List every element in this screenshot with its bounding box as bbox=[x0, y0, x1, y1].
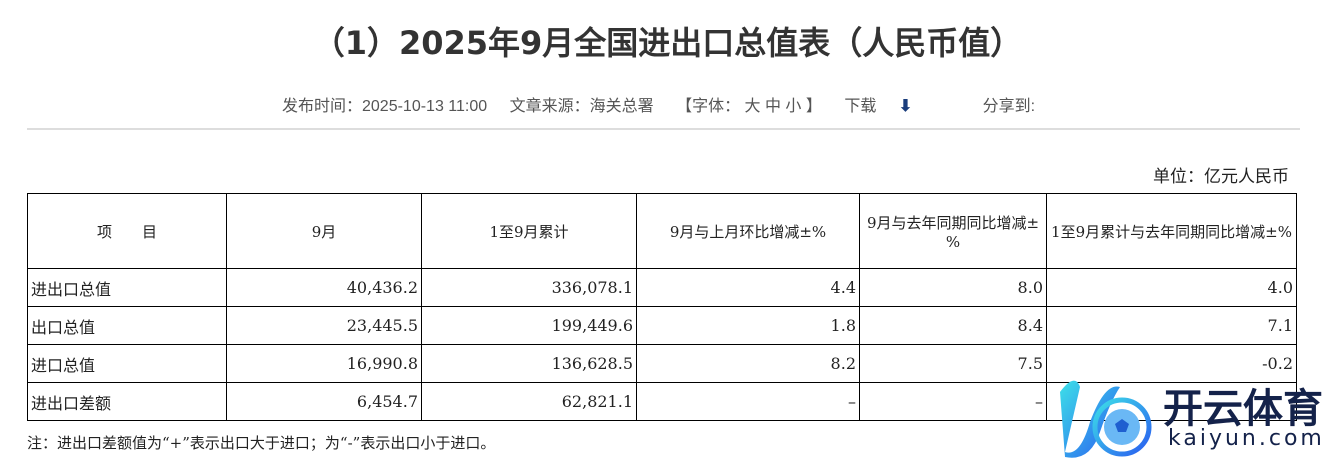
header-cell: 9月 bbox=[226, 193, 422, 269]
table-header: 项 目 9月 1至9月累计 9月与上月环比增减±% 9月与去年同期同比增减±% … bbox=[27, 193, 1297, 269]
download-link[interactable]: 下载 ⬇ bbox=[844, 98, 913, 115]
header-cell: 1至9月累计 bbox=[421, 193, 637, 269]
download-icon: ⬇ bbox=[898, 98, 913, 115]
cell: – bbox=[636, 382, 860, 421]
trade-table: 项 目 9月 1至9月累计 9月与上月环比增减±% 9月与去年同期同比增减±% … bbox=[27, 193, 1297, 421]
header-cell: 项 目 bbox=[27, 193, 227, 269]
unit-label: 单位：亿元人民币 bbox=[1153, 167, 1289, 187]
logo-text-cn: 开云体育 bbox=[1163, 386, 1323, 432]
cell: 8.4 bbox=[859, 306, 1047, 345]
table-row: 进出口总值 40,436.2 336,078.1 4.4 8.0 4.0 bbox=[27, 268, 1297, 307]
font-size-selector[interactable]: 【字体： 大 中 小 】 bbox=[676, 98, 822, 115]
divider bbox=[27, 128, 1300, 130]
cell: 出口总值 bbox=[27, 306, 227, 345]
header-cell: 1至9月累计与去年同期同比增减±% bbox=[1046, 193, 1297, 269]
cell: 1.8 bbox=[636, 306, 860, 345]
cell: 16,990.8 bbox=[226, 344, 422, 383]
table-row: 进口总值 16,990.8 136,628.5 8.2 7.5 -0.2 bbox=[27, 344, 1297, 383]
logo-mark-icon bbox=[1060, 380, 1152, 458]
share-label: 分享到: bbox=[982, 98, 1036, 115]
header-cell: 9月与去年同期同比增减±% bbox=[859, 193, 1047, 269]
cell: 进口总值 bbox=[27, 344, 227, 383]
cell: 336,078.1 bbox=[421, 268, 637, 307]
cell bbox=[1046, 382, 1297, 421]
publish-time: 发布时间：2025-10-13 11:00 bbox=[282, 98, 488, 115]
header-cell: 9月与上月环比增减±% bbox=[636, 193, 860, 269]
cell: 62,821.1 bbox=[421, 382, 637, 421]
logo-text-en: kaiyun.com bbox=[1168, 426, 1325, 451]
cell: 4.0 bbox=[1046, 268, 1297, 307]
cell: 进出口差额 bbox=[27, 382, 227, 421]
source: 文章来源：海关总署 bbox=[509, 98, 654, 115]
cell: 8.0 bbox=[859, 268, 1047, 307]
cell: 8.2 bbox=[636, 344, 860, 383]
article-meta: 发布时间：2025-10-13 11:00 文章来源：海关总署 【字体： 大 中… bbox=[282, 92, 1053, 116]
cell: 7.5 bbox=[859, 344, 1047, 383]
table-row: 进出口差额 6,454.7 62,821.1– – bbox=[27, 382, 1297, 421]
cell: 6,454.7 bbox=[226, 382, 422, 421]
cell: 199,449.6 bbox=[421, 306, 637, 345]
table-row: 出口总值 23,445.5 199,449.6 1.8 8.4 7.1 bbox=[27, 306, 1297, 345]
cell: 进出口总值 bbox=[27, 268, 227, 307]
page-title: （1）2025年9月全国进出口总值表（人民币值） bbox=[312, 24, 1023, 62]
cell: 40,436.2 bbox=[226, 268, 422, 307]
cell: 23,445.5 bbox=[226, 306, 422, 345]
cell: – bbox=[859, 382, 1047, 421]
cell: 4.4 bbox=[636, 268, 860, 307]
cell: 7.1 bbox=[1046, 306, 1297, 345]
kaiyun-logo: 开云体育 kaiyun.com bbox=[1050, 372, 1335, 462]
footnote: 注：进出口差额值为“+”表示出口大于进口；为“-”表示出口小于进口。 bbox=[27, 434, 496, 452]
cell: 136,628.5 bbox=[421, 344, 637, 383]
